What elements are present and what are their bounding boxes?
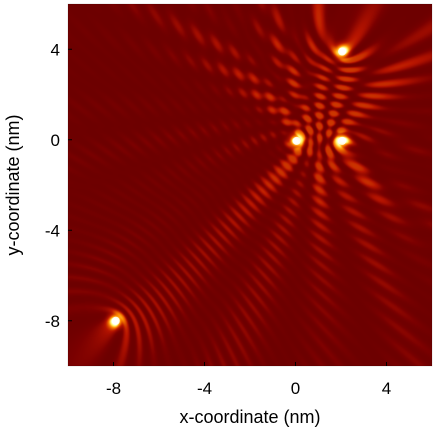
source-peak-3 (338, 136, 347, 145)
source-peak-2 (292, 136, 301, 145)
x-axis-title: x-coordinate (nm) (179, 407, 320, 427)
y-tick-label: 4 (51, 40, 60, 59)
y-axis: 4 0 -4 -8 (45, 40, 72, 331)
y-axis-title: y-coordinate (nm) (3, 114, 23, 255)
source-peak-1 (338, 47, 347, 56)
x-tick-label: 0 (291, 379, 300, 398)
plot-area (68, 4, 432, 366)
x-tick-label: 4 (382, 379, 391, 398)
y-tick-label: 0 (51, 131, 60, 150)
heatmap-image (68, 4, 432, 366)
x-axis: -8 -4 0 4 (106, 362, 391, 398)
source-peak-4 (111, 316, 120, 325)
x-tick-label: -4 (197, 379, 212, 398)
plot-frame (67, 3, 433, 367)
y-tick-label: -4 (45, 221, 60, 240)
y-tick-label: -8 (45, 312, 60, 331)
x-tick-label: -8 (106, 379, 121, 398)
